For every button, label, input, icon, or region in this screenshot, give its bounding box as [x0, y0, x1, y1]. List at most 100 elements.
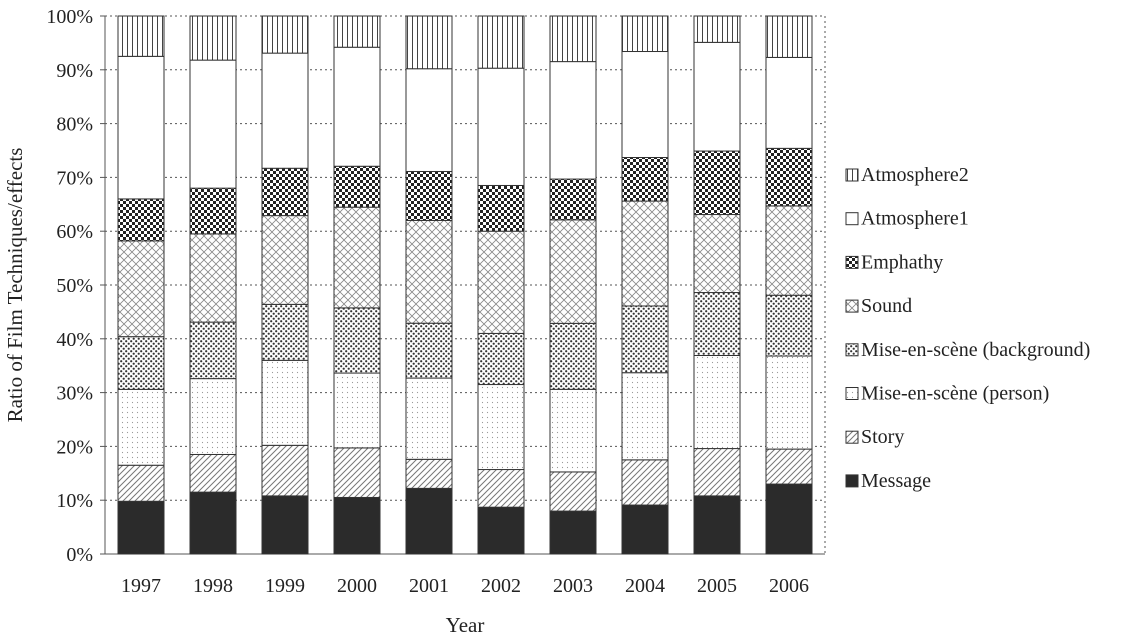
- bar-segment-emphathy: [333, 165, 381, 208]
- x-tick-label: 1998: [193, 575, 233, 597]
- legend-swatch: [845, 474, 859, 488]
- bar-segment-message: [621, 504, 669, 555]
- y-tick-label: 80%: [56, 114, 93, 136]
- bar-segment-message: [693, 495, 741, 555]
- bar-segment-message: [189, 491, 237, 555]
- bar-segment-atmosphere2: [693, 15, 741, 43]
- bar-segment-sound: [405, 219, 453, 324]
- bar-segment-story: [189, 453, 237, 493]
- y-tick-label: 40%: [56, 329, 93, 351]
- bar-segment-story: [693, 448, 741, 497]
- legend-swatch: [845, 430, 859, 444]
- bar-segment-story: [621, 459, 669, 506]
- bar-segment-atmosphere1: [549, 61, 597, 180]
- legend-label: Story: [861, 426, 904, 448]
- bar-segment-atmosphere1: [189, 59, 237, 189]
- y-tick-label: 70%: [56, 167, 93, 189]
- bar-segment-atmosphere2: [549, 15, 597, 63]
- y-tick-label: 50%: [56, 275, 93, 297]
- legend-swatch: [845, 343, 859, 357]
- bar-segment-sound: [261, 215, 309, 305]
- bar-segment-atmosphere1: [693, 41, 741, 152]
- bar-segment-mise-en-sc-ne-background-: [693, 292, 741, 356]
- bar-segment-mise-en-sc-ne-background-: [189, 321, 237, 380]
- bar-segment-sound: [549, 219, 597, 324]
- y-tick-label: 60%: [56, 221, 93, 243]
- y-tick-label: 100%: [46, 6, 93, 28]
- bar-segment-emphathy: [621, 156, 669, 202]
- bar-segment-sound: [621, 200, 669, 307]
- bar-segment-mise-en-sc-ne-person-: [621, 372, 669, 461]
- legend-label: Message: [861, 470, 931, 492]
- legend-label: Sound: [861, 295, 912, 317]
- bar-segment-message: [477, 506, 525, 555]
- bar-segment-mise-en-sc-ne-person-: [333, 372, 381, 449]
- bar-segment-story: [765, 448, 813, 485]
- x-axis-ticks: 1997 1998 1999 2000 2001 2002 2003 2004 2005 2006: [121, 575, 809, 597]
- bar-segment-atmosphere1: [261, 52, 309, 169]
- x-tick-label: 1999: [265, 575, 305, 597]
- bar-segment-message: [765, 483, 813, 555]
- bar-segment-atmosphere2: [261, 15, 309, 54]
- x-tick-label: 2006: [769, 575, 809, 597]
- bar-segment-mise-en-sc-ne-background-: [405, 322, 453, 379]
- bar-segment-message: [405, 487, 453, 555]
- bar-segment-story: [549, 471, 597, 512]
- x-tick-label: 2002: [481, 575, 521, 597]
- legend-label: Emphathy: [861, 251, 943, 273]
- bar-segment-mise-en-sc-ne-background-: [261, 303, 309, 361]
- bar-segment-mise-en-sc-ne-person-: [477, 384, 525, 471]
- bar-segment-story: [261, 444, 309, 497]
- bar-segment-mise-en-sc-ne-person-: [261, 359, 309, 446]
- bar-segment-atmosphere1: [405, 68, 453, 172]
- bar-segment-mise-en-sc-ne-background-: [621, 305, 669, 374]
- legend-label: Atmosphere2: [861, 164, 969, 186]
- y-tick-label: 30%: [56, 383, 93, 405]
- bar-segment-mise-en-sc-ne-person-: [189, 378, 237, 455]
- bar-segment-story: [405, 458, 453, 489]
- bar-segment-mise-en-sc-ne-background-: [477, 332, 525, 386]
- y-axis-title: Ratio of Film Techniques/effects: [3, 148, 27, 423]
- bar-segment-mise-en-sc-ne-person-: [765, 355, 813, 450]
- bar-segment-atmosphere2: [117, 15, 165, 57]
- legend-swatch: [845, 168, 859, 182]
- bar-segment-mise-en-sc-ne-background-: [333, 307, 381, 374]
- bar-segment-emphathy: [477, 184, 525, 232]
- x-tick-label: 1997: [121, 575, 161, 597]
- bar-segment-mise-en-sc-ne-person-: [549, 388, 597, 473]
- x-axis-title: Year: [446, 613, 485, 637]
- y-tick-label: 90%: [56, 60, 93, 82]
- y-tick-label: 0%: [66, 544, 93, 566]
- legend-swatch: [845, 387, 859, 400]
- bar-segment-emphathy: [405, 170, 453, 221]
- bar-segment-message: [117, 500, 165, 555]
- legend-swatch: [845, 255, 859, 269]
- bar-segment-atmosphere1: [117, 55, 165, 200]
- bar-segment-mise-en-sc-ne-person-: [117, 388, 165, 466]
- bar-segment-atmosphere2: [621, 15, 669, 53]
- bar-segment-message: [333, 496, 381, 555]
- legend-label: Mise-en-scène (person): [861, 383, 1049, 405]
- legend-label: Mise-en-scène (background): [861, 339, 1090, 361]
- bar-segment-mise-en-sc-ne-person-: [693, 354, 741, 450]
- y-tick-label: 20%: [56, 436, 93, 458]
- bar-segment-atmosphere1: [477, 67, 525, 186]
- bar-segment-atmosphere1: [621, 51, 669, 158]
- bars: [117, 15, 813, 555]
- bar-segment-mise-en-sc-ne-background-: [117, 336, 165, 390]
- bar-segment-atmosphere2: [477, 15, 525, 69]
- bar-segment-atmosphere2: [189, 15, 237, 61]
- bar-segment-emphathy: [189, 187, 237, 235]
- x-tick-label: 2005: [697, 575, 737, 597]
- y-tick-label: 10%: [56, 490, 93, 512]
- bar-segment-atmosphere2: [405, 15, 453, 70]
- bar-segment-story: [333, 447, 381, 498]
- bar-segment-sound: [189, 233, 237, 323]
- bar-segment-atmosphere1: [765, 56, 813, 149]
- x-tick-label: 2000: [337, 575, 377, 597]
- bar-segment-atmosphere2: [333, 15, 381, 48]
- bar-segment-emphathy: [693, 150, 741, 216]
- bar-segment-atmosphere1: [333, 46, 381, 167]
- bar-segment-emphathy: [117, 198, 165, 242]
